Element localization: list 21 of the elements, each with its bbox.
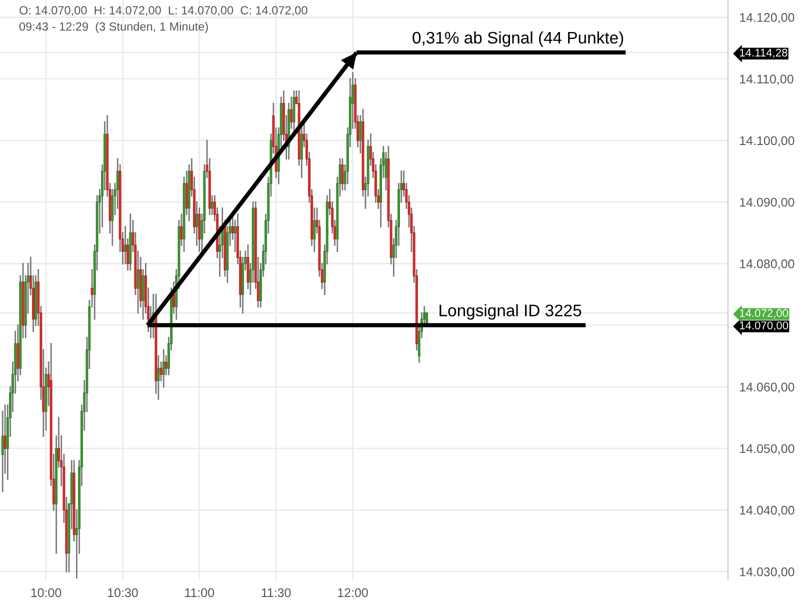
x-tick-label: 10:00 (31, 588, 62, 598)
annotation: Longsignal ID 3225 (440, 304, 582, 320)
y-tick-label: 14.060,00 (740, 382, 794, 393)
annotation: 0,31% ab Signal (44 Punkte) (412, 31, 624, 47)
y-tick-label: 14.050,00 (740, 444, 794, 455)
y-tick-label: 14.072,00 (740, 309, 788, 318)
y-tick-label: 14.080,00 (740, 259, 794, 270)
y-tick-label: 14.110,00 (740, 74, 794, 85)
y-tick-label: 14.030,00 (740, 567, 794, 578)
x-tick-label: 10:30 (108, 588, 138, 598)
x-tick-label: 12:00 (338, 588, 368, 598)
x-tick-label: 11:00 (185, 588, 214, 598)
y-tick-label: 14.100,00 (740, 136, 794, 147)
x-tick-label: 11:30 (262, 588, 291, 598)
y-tick-label: 14.120,00 (740, 13, 794, 24)
chart-title: O: 14.070,00 H: 14.072,00 L: 14.070,00 C: 14.072,00 (20, 6, 308, 16)
y-tick-label: 14.090,00 (740, 198, 794, 208)
y-tick-label: 14.114,28 (740, 48, 788, 58)
y-tick-label: 14.040,00 (740, 506, 794, 516)
y-tick-label: 14.070,00 (740, 321, 788, 331)
text: 09:43 - 12:29 (3 Stunden, 1 Minute) (19, 22, 208, 34)
